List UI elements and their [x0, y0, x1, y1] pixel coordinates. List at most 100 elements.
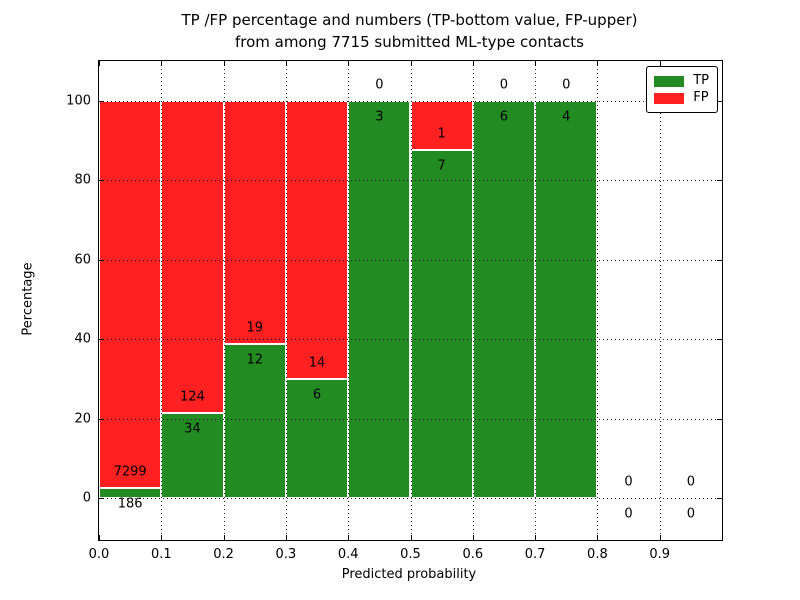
x-axis-label: Predicted probability [341, 567, 477, 582]
tp-bar-5 [410, 150, 473, 499]
tp-count-label-7: 4 [562, 109, 571, 125]
fp-count-label-8: 0 [624, 474, 633, 490]
y-tick-right-60 [717, 259, 722, 261]
gridline-x-0.4 [348, 61, 350, 540]
tp-bar-0 [99, 488, 162, 499]
x-tick-top-0.9 [659, 61, 661, 66]
x-tick-label-0.9: 0.9 [649, 547, 671, 562]
fp-count-label-4: 0 [375, 77, 384, 93]
gridline-x-0.5 [410, 61, 412, 540]
tp-count-label-5: 7 [437, 158, 446, 174]
gridline-x-0.8 [597, 61, 599, 540]
gridline-x-0.1 [161, 61, 163, 540]
y-axis-label: Percentage [20, 262, 36, 336]
x-tick-bottom-0.5 [410, 535, 412, 540]
y-tick-label-20: 20 [74, 411, 91, 427]
x-tick-bottom-0.3 [285, 535, 287, 540]
tp-legend-swatch [654, 75, 685, 87]
tp-count-label-6: 6 [499, 109, 509, 125]
chart-title-line2: from among 7715 submitted ML-type contac… [235, 33, 584, 51]
gridline-x-0.3 [285, 61, 287, 540]
x-tick-bottom-0 [99, 535, 100, 540]
tp-count-label-0: 186 [117, 496, 143, 512]
tp-count-label-4: 3 [375, 109, 384, 125]
x-tick-bottom-0.9 [659, 535, 661, 540]
gridline-x-0.6 [472, 61, 474, 540]
fp-bar-2 [223, 100, 286, 345]
fp-count-label-3: 14 [308, 355, 326, 371]
tp-bar-1 [161, 412, 224, 499]
legend-item-tp: TP [654, 74, 709, 88]
x-tick-label-0.5: 0.5 [400, 547, 421, 562]
fp-legend-label: FP [693, 90, 709, 105]
x-tick-top-0.6 [472, 61, 474, 66]
chart-title-line1: TP /FP percentage and numbers (TP-bottom… [181, 11, 638, 29]
fp-count-label-7: 0 [562, 77, 571, 93]
chart-title: TP /FP percentage and numbers (TP-bottom… [98, 9, 721, 53]
fp-count-label-2: 19 [246, 320, 264, 336]
y-tick-right-0 [717, 498, 722, 500]
y-tick-label-40: 40 [74, 331, 91, 347]
fp-count-label-9: 0 [686, 474, 695, 490]
tp-count-label-1: 34 [184, 421, 201, 437]
fp-bar-3 [285, 100, 349, 379]
y-tick-right-80 [717, 180, 722, 182]
x-tick-label-0.4: 0.4 [337, 547, 359, 562]
x-tick-top-0.8 [597, 61, 599, 66]
x-tick-bottom-0.6 [472, 535, 474, 540]
x-tick-top-0.7 [535, 61, 537, 66]
legend-item-fp: FP [654, 91, 709, 105]
fp-count-label-6: 0 [499, 77, 509, 93]
y-tick-label-60: 60 [74, 252, 91, 268]
legend: TP FP [646, 66, 718, 113]
gridline-x-0.9 [659, 61, 661, 540]
fp-count-label-5: 1 [437, 126, 446, 142]
x-tick-top-0.1 [161, 61, 163, 66]
x-tick-bottom-0.2 [223, 535, 225, 540]
plot-area: TP FP 7299 186 124 34 19 12 14 6 0 3 1 7 0 6 0 4 0 0 0 0 0.0… [66, 60, 723, 562]
y-tick-left-20 [99, 418, 104, 420]
y-tick-left-80 [99, 180, 104, 182]
y-tick-left-60 [99, 259, 104, 261]
x-tick-label-0.6: 0.6 [462, 547, 484, 562]
tp-count-label-2: 12 [246, 352, 264, 368]
tp-count-label-8: 0 [624, 506, 633, 522]
tp-bar-4 [348, 100, 411, 499]
fp-bar-5 [410, 100, 473, 151]
tp-count-label-3: 6 [312, 387, 322, 403]
fp-bar-1 [161, 100, 224, 413]
tp-bar-6 [472, 100, 536, 499]
tp-count-label-9: 0 [686, 506, 695, 522]
x-tick-label-0.7: 0.7 [524, 547, 546, 562]
tp-bar-3 [285, 379, 349, 499]
y-tick-label-100: 100 [66, 93, 91, 109]
y-tick-right-20 [717, 418, 722, 420]
fp-legend-swatch [654, 92, 685, 104]
x-tick-top-0 [99, 61, 100, 66]
x-tick-label-0.3: 0.3 [275, 547, 297, 562]
y-tick-left-40 [99, 339, 104, 341]
x-tick-label-0.2: 0.2 [213, 547, 234, 562]
fp-count-label-1: 124 [180, 389, 205, 405]
x-tick-bottom-0.7 [535, 535, 537, 540]
fp-bar-0 [99, 100, 162, 489]
x-tick-bottom-0.8 [597, 535, 599, 540]
x-tick-label-0.0: 0.0 [88, 547, 110, 562]
y-tick-right-40 [717, 339, 722, 341]
x-tick-label-0.8: 0.8 [587, 547, 608, 562]
gridline-x-0.7 [535, 61, 537, 540]
x-tick-bottom-0.4 [348, 535, 350, 540]
y-tick-right-100 [717, 100, 722, 102]
y-tick-label-0: 0 [82, 490, 91, 506]
y-tick-left-100 [99, 100, 104, 102]
fp-count-label-0: 7299 [113, 464, 147, 480]
x-tick-label-0.1: 0.1 [150, 547, 172, 562]
x-tick-bottom-0.1 [161, 535, 163, 540]
y-tick-label-80: 80 [74, 172, 91, 188]
tp-legend-label: TP [693, 73, 709, 88]
x-tick-top-0.2 [223, 61, 225, 66]
tp-bar-7 [535, 100, 598, 499]
gridline-x-0.2 [223, 61, 225, 540]
y-tick-left-0 [99, 498, 104, 500]
